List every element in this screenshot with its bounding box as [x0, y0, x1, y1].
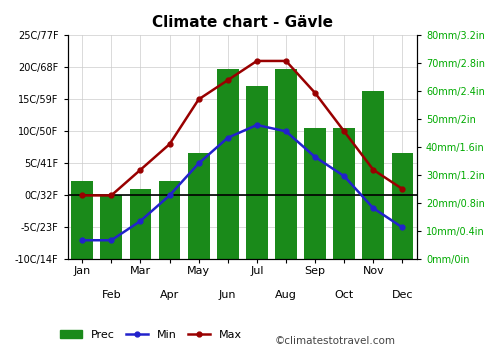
Legend: Prec, Min, Max: Prec, Min, Max [56, 326, 247, 344]
Bar [130, 189, 152, 259]
Bar [275, 69, 297, 259]
Bar [100, 195, 122, 259]
Bar [217, 69, 238, 259]
Title: Climate chart - Gävle: Climate chart - Gävle [152, 15, 333, 30]
Text: Apr: Apr [160, 290, 179, 300]
Bar [392, 153, 413, 259]
Bar [246, 86, 268, 259]
Bar [188, 153, 210, 259]
Text: Dec: Dec [392, 290, 413, 300]
Text: Oct: Oct [334, 290, 354, 300]
Bar [304, 128, 326, 259]
Text: ©climatestotravel.com: ©climatestotravel.com [275, 336, 396, 346]
Bar [362, 91, 384, 259]
Text: Aug: Aug [275, 290, 297, 300]
Bar [158, 181, 180, 259]
Bar [334, 128, 355, 259]
Text: Jun: Jun [219, 290, 236, 300]
Bar [72, 181, 93, 259]
Text: Feb: Feb [102, 290, 121, 300]
